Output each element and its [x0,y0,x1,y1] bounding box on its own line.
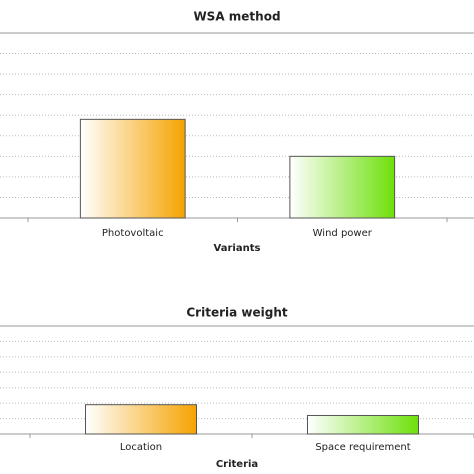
x-tick-label: Space requirement [315,442,410,453]
chart-title: Criteria weight [186,306,287,320]
bar [79,118,186,219]
x-axis-title: Criteria [216,459,258,470]
bar [289,155,396,219]
x-tick-label: Photovoltaic [102,228,164,239]
x-tick-label: Location [120,442,162,453]
bar [85,404,197,435]
x-axis-title: Variants [214,243,261,254]
bar [307,414,419,435]
chart-title: WSA method [193,10,280,24]
x-tick-label: Wind power [313,228,373,239]
